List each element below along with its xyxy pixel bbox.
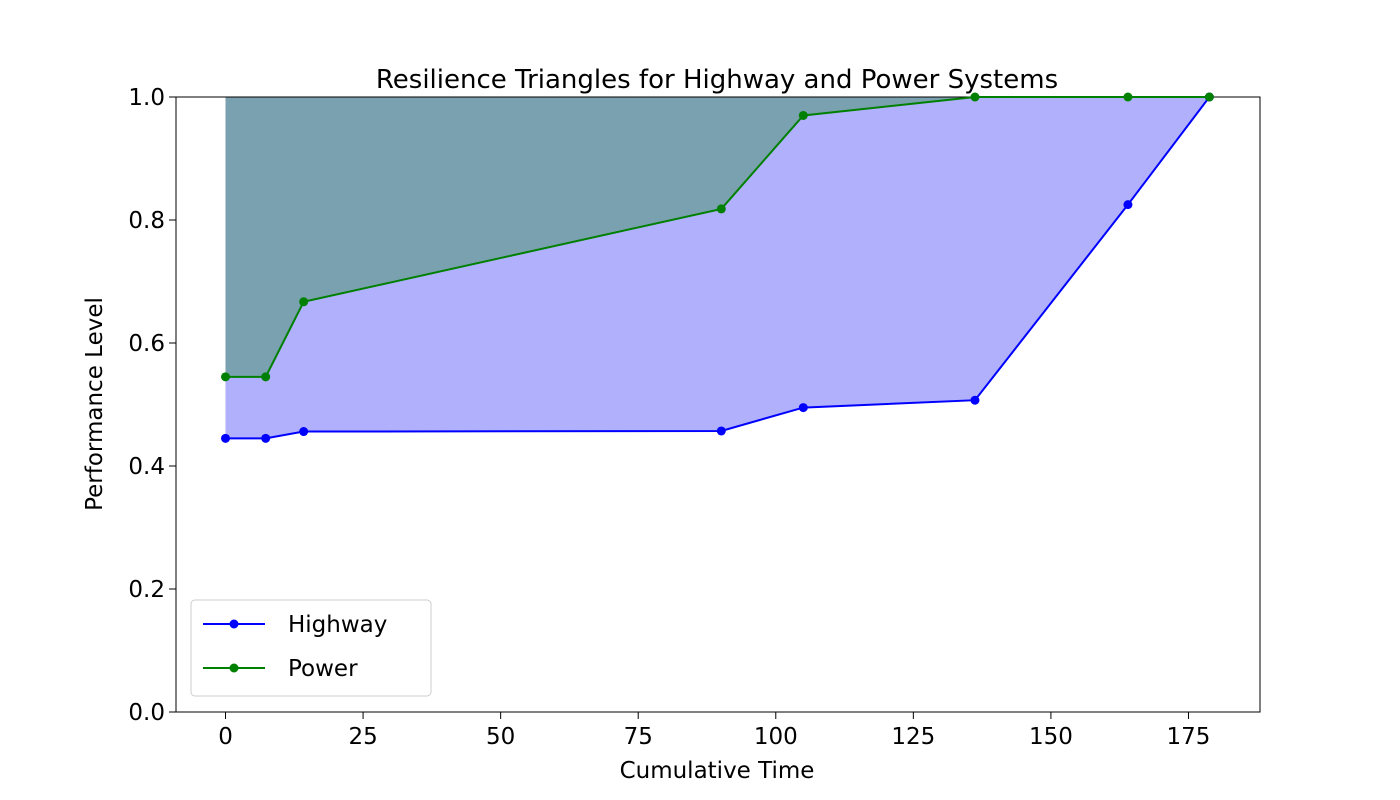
legend-marker-highway (229, 619, 239, 629)
data-point-power (221, 372, 231, 382)
series-lines (225, 96, 1211, 440)
y-tick-label: 0.4 (128, 454, 165, 480)
legend-marker-power (229, 663, 239, 673)
series-points (221, 92, 1214, 443)
data-point-highway (299, 427, 309, 437)
x-tick-label: 25 (348, 724, 377, 750)
data-point-highway (970, 395, 980, 405)
x-tick-label: 0 (218, 724, 233, 750)
data-point-highway (261, 433, 271, 443)
y-tick-label: 0.6 (128, 331, 165, 357)
chart-title: Resilience Triangles for Highway and Pow… (376, 65, 1058, 95)
data-point-power (1123, 92, 1133, 102)
fill-area-power (225, 97, 1210, 377)
x-tick-label: 75 (624, 724, 653, 750)
fill-areas (225, 97, 1210, 439)
x-tick-label: 50 (486, 724, 515, 750)
x-tick-label: 175 (1167, 724, 1211, 750)
y-tick-label: 1.0 (128, 85, 165, 111)
series-line-power (225, 96, 1210, 378)
y-tick-label: 0.2 (128, 577, 165, 603)
data-point-highway (716, 426, 726, 436)
x-tick-label: 150 (1029, 724, 1073, 750)
y-tick-label: 0.8 (128, 208, 165, 234)
y-axis-label: Performance Level (82, 297, 108, 511)
x-axis-ticks: 0 25 50 75 100 125 150 175 (218, 712, 1210, 750)
data-point-highway (798, 403, 808, 413)
series-line-highway (225, 96, 1211, 440)
data-point-power (1204, 92, 1214, 102)
y-tick-label: 0.0 (128, 700, 165, 726)
legend-label-power: Power (288, 656, 358, 682)
data-point-highway (1123, 200, 1133, 210)
data-point-power (716, 204, 726, 214)
data-point-power (261, 372, 271, 382)
x-tick-label: 125 (891, 724, 935, 750)
data-point-power (970, 92, 980, 102)
y-axis-ticks: 0.0 0.2 0.4 0.6 0.8 1.0 (128, 85, 176, 726)
data-point-highway (221, 433, 231, 443)
data-point-power (299, 297, 309, 307)
plot-frame (175, 96, 1261, 713)
x-tick-label: 100 (754, 724, 798, 750)
x-axis-label: Cumulative Time (620, 758, 815, 784)
legend-label-highway: Highway (288, 612, 387, 638)
data-point-power (798, 110, 808, 120)
legend: Highway Power (190, 599, 432, 697)
